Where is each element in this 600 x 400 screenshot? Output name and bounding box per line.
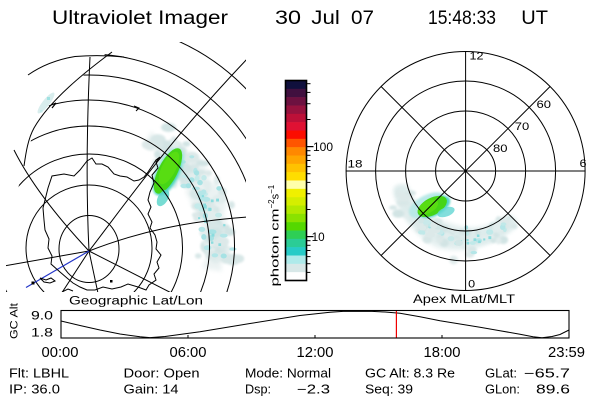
svg-text:18:00: 18:00 <box>424 345 461 361</box>
svg-text:UT: UT <box>521 8 548 29</box>
svg-text:06:00: 06:00 <box>170 345 207 361</box>
svg-text:−65.7: −65.7 <box>524 367 570 381</box>
svg-text:Ultraviolet Imager: Ultraviolet Imager <box>52 8 229 29</box>
svg-text:70: 70 <box>515 121 530 133</box>
svg-text:10: 10 <box>312 232 325 244</box>
svg-text:12: 12 <box>470 51 484 63</box>
svg-text:23:59: 23:59 <box>548 345 585 361</box>
svg-text:30: 30 <box>275 8 301 29</box>
svg-text:15:48:33: 15:48:33 <box>428 8 496 29</box>
svg-text:100: 100 <box>313 142 333 154</box>
svg-text:GC Alt: 8.3 Re: GC Alt: 8.3 Re <box>365 367 455 381</box>
svg-text:9.0: 9.0 <box>31 311 53 323</box>
svg-text:IP: 36.0: IP: 36.0 <box>9 383 60 397</box>
svg-text:Flt: LBHL: Flt: LBHL <box>9 367 69 381</box>
svg-text:Dsp:: Dsp: <box>245 383 271 397</box>
svg-text:Mode: Normal: Mode: Normal <box>245 367 331 381</box>
svg-text:0: 0 <box>468 279 475 291</box>
svg-text:GLat:: GLat: <box>485 367 517 381</box>
svg-text:GC Alt: GC Alt <box>9 303 21 339</box>
svg-text:Seq: 39: Seq: 39 <box>365 383 413 397</box>
svg-text:−2.3: −2.3 <box>297 383 330 397</box>
svg-text:Geographic Lat/Lon: Geographic Lat/Lon <box>69 296 203 308</box>
svg-text:60: 60 <box>537 99 552 111</box>
svg-text:GLon:: GLon: <box>485 383 520 397</box>
svg-text:Door: Open: Door: Open <box>124 367 200 381</box>
svg-text:89.6: 89.6 <box>536 383 570 397</box>
svg-text:Apex MLat/MLT: Apex MLat/MLT <box>413 294 515 306</box>
svg-text:80: 80 <box>493 143 508 155</box>
svg-text:00:00: 00:00 <box>42 345 79 361</box>
svg-text:18: 18 <box>348 159 363 171</box>
svg-text:07: 07 <box>351 8 374 29</box>
svg-text:Jul: Jul <box>311 8 340 29</box>
svg-text:6: 6 <box>580 158 587 170</box>
svg-text:1.8: 1.8 <box>31 328 53 340</box>
svg-text:Gain: 14: Gain: 14 <box>124 383 179 397</box>
svg-text:12:00: 12:00 <box>297 345 334 361</box>
svg-text:photon cm−2s−1: photon cm−2s−1 <box>267 184 282 286</box>
